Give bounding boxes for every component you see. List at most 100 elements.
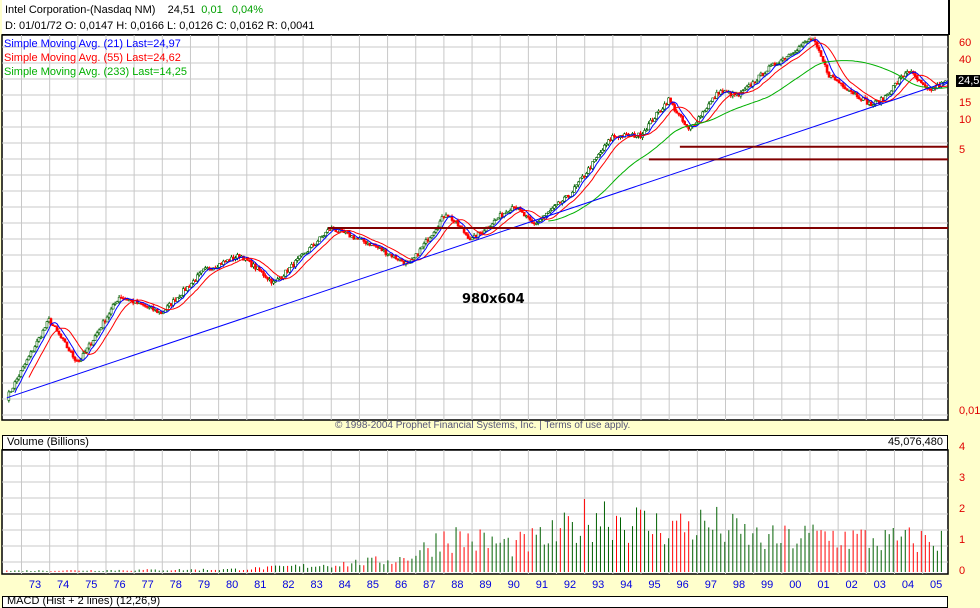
candle-body bbox=[793, 52, 797, 55]
candle-body bbox=[424, 239, 428, 244]
candle-body bbox=[851, 91, 855, 95]
candle-body bbox=[7, 391, 11, 401]
candle-body bbox=[81, 353, 85, 361]
candle-body bbox=[288, 267, 291, 273]
candle-body bbox=[352, 235, 356, 240]
candle-body bbox=[270, 278, 273, 284]
candle-body bbox=[180, 295, 183, 298]
candle-body bbox=[721, 90, 725, 93]
candle-body bbox=[103, 320, 107, 323]
candle-body bbox=[901, 75, 905, 78]
candle-body bbox=[753, 81, 757, 84]
volume-axis-label: 2 bbox=[959, 503, 966, 515]
candle-body bbox=[645, 129, 648, 132]
price-axis-label: 60 bbox=[959, 36, 972, 49]
candle-body bbox=[496, 217, 500, 220]
candle-body bbox=[302, 252, 305, 255]
candle-body bbox=[348, 232, 352, 238]
candle-body bbox=[286, 269, 289, 273]
candle-body bbox=[145, 306, 149, 308]
x-axis-label: 75 bbox=[85, 579, 98, 591]
candle-body bbox=[745, 86, 749, 90]
candle-body bbox=[41, 329, 45, 338]
candle-body bbox=[795, 50, 799, 53]
candle-body bbox=[262, 271, 265, 276]
candle-body bbox=[188, 286, 191, 288]
candle-body bbox=[532, 222, 536, 225]
candle-body bbox=[77, 360, 81, 362]
candle-body bbox=[374, 245, 378, 247]
macd-title: MACD (Hist + 2 lines) (12,26,9) bbox=[7, 596, 161, 607]
candle-body bbox=[278, 277, 281, 280]
candle-body bbox=[689, 126, 692, 130]
x-axis-label: 81 bbox=[254, 579, 267, 591]
candle-body bbox=[789, 54, 793, 56]
candle-body bbox=[400, 258, 404, 262]
candle-body bbox=[512, 206, 516, 208]
volume-axis-label: 3 bbox=[959, 472, 966, 484]
candle-body bbox=[903, 72, 907, 77]
volume-header: Volume (Billions) 45,076,480 bbox=[2, 435, 948, 450]
candle-body bbox=[522, 211, 526, 217]
candle-body bbox=[87, 343, 91, 349]
candle-body bbox=[248, 260, 251, 262]
candle-body bbox=[344, 231, 348, 234]
candle-body bbox=[709, 101, 713, 105]
candle-body bbox=[328, 229, 332, 232]
candle-body bbox=[384, 249, 388, 255]
candle-body bbox=[713, 97, 717, 100]
candle-body bbox=[91, 340, 95, 346]
candle-body bbox=[769, 64, 773, 67]
candle-body bbox=[785, 56, 789, 60]
candle-body bbox=[553, 205, 556, 209]
candle-body bbox=[657, 110, 660, 113]
candle-body bbox=[17, 376, 21, 380]
candle-body bbox=[19, 370, 23, 377]
candle-body bbox=[153, 309, 157, 311]
candle-body bbox=[827, 72, 831, 78]
candle-body bbox=[857, 96, 861, 100]
candle-body bbox=[264, 275, 267, 278]
candle-body bbox=[206, 267, 209, 269]
candle-body bbox=[470, 237, 474, 241]
sma-55-line bbox=[28, 42, 948, 378]
candle-body bbox=[508, 210, 512, 213]
x-axis-label: 80 bbox=[225, 579, 239, 591]
candle-body bbox=[141, 303, 145, 306]
candle-body bbox=[817, 46, 821, 51]
x-axis-label: 79 bbox=[197, 579, 211, 591]
trendline bbox=[6, 81, 949, 399]
candle-body bbox=[292, 263, 295, 268]
candle-body bbox=[538, 219, 542, 222]
candle-body bbox=[555, 204, 558, 207]
candle-body bbox=[115, 301, 119, 304]
candle-body bbox=[324, 231, 328, 236]
price-axis-label: 0,01 bbox=[959, 405, 980, 417]
candle-body bbox=[29, 351, 33, 357]
candle-body bbox=[663, 103, 666, 110]
candle-body bbox=[350, 235, 354, 238]
candle-body bbox=[456, 220, 460, 227]
candle-body bbox=[829, 75, 833, 78]
candle-body bbox=[127, 299, 131, 302]
candle-body bbox=[597, 154, 600, 158]
candle-body bbox=[841, 83, 845, 88]
copyright-link[interactable]: © 1998-2004 Prophet Financial Systems, I… bbox=[335, 420, 631, 431]
candle-body bbox=[11, 387, 15, 392]
x-axis-label: 99 bbox=[761, 579, 774, 591]
candle-body bbox=[159, 311, 163, 314]
candle-body bbox=[113, 302, 117, 305]
candle-body bbox=[256, 266, 259, 270]
candle-body bbox=[176, 297, 179, 302]
candle-body bbox=[843, 86, 847, 90]
candle-body bbox=[579, 177, 582, 183]
chart-header: Intel Corporation-(Nasdaq NM) 24,51 0,01… bbox=[2, 0, 950, 35]
candle-body bbox=[559, 201, 562, 204]
x-axis-label: 82 bbox=[282, 579, 295, 591]
macd-header: MACD (Hist + 2 lines) (12,26,9) bbox=[2, 596, 948, 608]
candle-body bbox=[687, 126, 690, 130]
candle-body bbox=[220, 263, 223, 265]
x-axis-label: 04 bbox=[901, 579, 915, 591]
candle-body bbox=[254, 263, 257, 270]
